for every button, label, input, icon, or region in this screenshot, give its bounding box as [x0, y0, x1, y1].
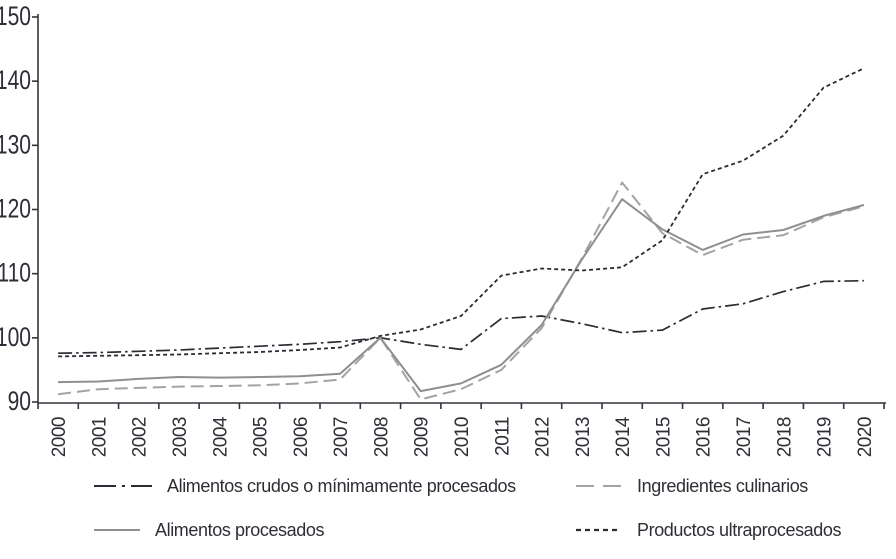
- y-tick-label: 100: [0, 322, 31, 352]
- series-line-1: [57, 181, 865, 401]
- x-tick-label: 2019: [815, 417, 836, 457]
- x-tick-label: 2011: [492, 417, 513, 456]
- x-tick-label: 2018: [774, 417, 795, 457]
- y-tick-label: 150: [0, 2, 31, 32]
- y-tick-label: 120: [0, 194, 31, 224]
- y-tick-label: 140: [0, 66, 31, 96]
- x-tick-label: 2004: [210, 416, 231, 457]
- x-tick-label: 2014: [613, 416, 634, 457]
- x-tick-label: 2010: [452, 417, 473, 457]
- series-line-3: [58, 67, 865, 358]
- y-tick-label: 90: [8, 387, 31, 417]
- x-tick-label: 2003: [170, 417, 191, 457]
- x-tick-label: 2015: [653, 417, 674, 457]
- dashdot-line-icon: [94, 485, 152, 487]
- x-tick-label: 2009: [412, 417, 433, 457]
- legend-label-alimentos-procesados: Alimentos procesados: [155, 519, 325, 540]
- legend-label-alimentos-crudos: Alimentos crudos o mínimamente procesado…: [167, 475, 516, 496]
- dotted-line-icon: [576, 528, 620, 532]
- series-line-2: [58, 198, 865, 393]
- series-line-0: [58, 279, 864, 355]
- x-tick-label: 2002: [130, 417, 151, 457]
- legend-label-productos-ultraprocesados: Productos ultraprocesados: [637, 519, 842, 540]
- x-tick-label: 2008: [371, 417, 392, 457]
- legend-item-alimentos-crudos: Alimentos crudos o mínimamente procesado…: [93, 470, 575, 502]
- x-tick-label: 2017: [734, 417, 755, 457]
- y-tick-label: 130: [0, 130, 31, 160]
- dashed-line-icon: [576, 485, 622, 487]
- legend-item-alimentos-procesados: Alimentos procesados: [93, 514, 575, 546]
- x-tick-label: 2016: [694, 417, 715, 457]
- x-tick-label: 2013: [573, 417, 594, 457]
- legend-item-productos-ultraprocesados: Productos ultraprocesados: [575, 514, 896, 546]
- line-chart-canvas: 90 100 110 120 130 140 150 2000 2001 2002 2003 2004…: [0, 2, 886, 457]
- legend-label-ingredientes-culinarios: Ingredientes culinarios: [637, 475, 808, 496]
- solid-line-icon: [94, 529, 140, 531]
- x-tick-label: 2000: [49, 417, 70, 457]
- legend-item-ingredientes-culinarios: Ingredientes culinarios: [575, 470, 896, 502]
- x-tick-label: 2012: [533, 417, 554, 457]
- legend: Alimentos crudos o mínimamente procesado…: [93, 458, 896, 546]
- x-tick-label: 2006: [291, 417, 312, 457]
- x-tick-label: 2005: [251, 417, 272, 457]
- x-tick-label: 2020: [855, 417, 876, 457]
- x-tick-label: 2001: [89, 417, 110, 457]
- y-tick-label: 110: [0, 258, 31, 288]
- x-tick-label: 2007: [331, 417, 352, 457]
